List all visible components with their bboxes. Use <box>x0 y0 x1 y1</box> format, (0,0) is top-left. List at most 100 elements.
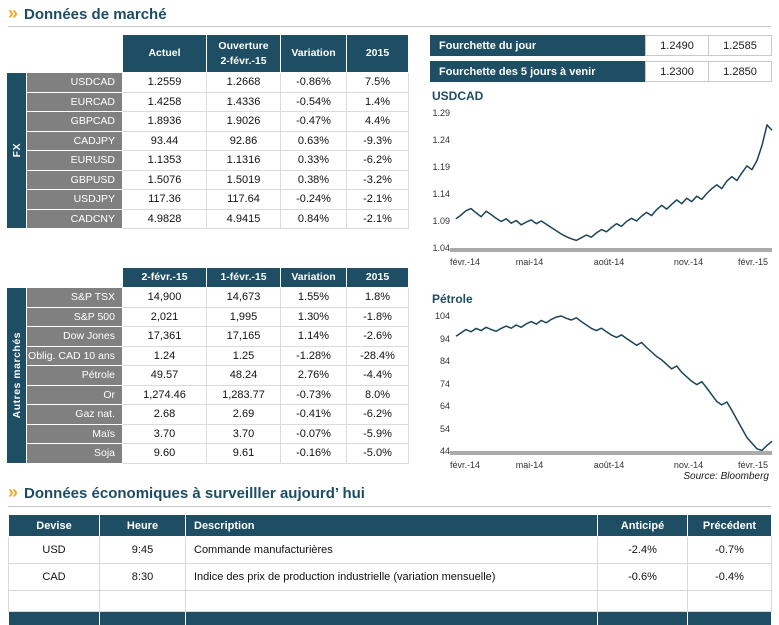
fx-value-1: 117.36 <box>122 189 207 210</box>
x-tick-label: mai-14 <box>515 460 544 470</box>
x-axis-line <box>450 248 772 252</box>
fx-row: CADCNY 4.9828 4.9415 0.84% -2.1% <box>7 208 409 229</box>
fx-row-label: EURUSD <box>26 150 123 171</box>
range-row: Fourchette du jour 1.2490 1.2585 <box>430 35 772 56</box>
fx-value-1: 1.2559 <box>122 72 207 93</box>
econ-row: CAD 8:30 Indice des prix de production ind… <box>8 563 772 591</box>
econ-column-header: Description <box>185 514 598 537</box>
market-variation: 1.30% <box>280 306 347 327</box>
market-ytd: -1.8% <box>346 306 409 327</box>
market-ytd: -4.4% <box>346 365 409 386</box>
market-row: Pétrole 49.57 48.24 2.76% -4.4% <box>7 365 409 386</box>
fx-row-label: CADJPY <box>26 130 123 151</box>
price-line <box>455 124 773 242</box>
econ-header-row: Devise Heure Description Anticipé Précédent <box>8 514 772 537</box>
market-value-2: 1.25 <box>206 345 281 366</box>
x-tick-label: févr.-15 <box>737 460 768 470</box>
econ-footer-cell <box>8 611 100 625</box>
fx-row: CADJPY 93.44 92.86 0.63% -9.3% <box>7 130 409 151</box>
econ-row: USD 9:45 Commande manufacturières -2.4% -0.7… <box>8 536 772 564</box>
range-low-value: 1.2300 <box>645 61 709 82</box>
y-tick-label: 64 <box>439 401 450 411</box>
x-tick-label: mai-14 <box>515 257 544 267</box>
market-row-label: Dow Jones <box>26 326 123 347</box>
fx-ytd: 7.5% <box>346 72 409 93</box>
econ-footer-cell <box>597 611 688 625</box>
fx-ytd: -9.3% <box>346 130 409 151</box>
fx-group-label-text: FX <box>10 143 23 158</box>
market-row: Oblig. CAD 10 ans 1.24 1.25 -1.28% -28.4% <box>7 345 409 366</box>
econ-column-header: Anticipé <box>597 514 688 537</box>
fx-ytd: -3.2% <box>346 169 409 190</box>
x-axis-labels: févr.-14 mai-14 août-14 nov.-14 févr.-15 <box>450 460 768 472</box>
econ-heure: 9:45 <box>99 536 186 564</box>
market-header-spacer <box>6 267 123 288</box>
market-column-header: 2-févr.-15 <box>122 267 207 288</box>
econ-anticipe: -2.4% <box>597 536 688 564</box>
fx-variation: 0.38% <box>280 169 347 190</box>
econ-description: Indice des prix de production industriel… <box>185 563 598 591</box>
econ-precedent: -0.7% <box>687 536 772 564</box>
fx-row-label: USDCAD <box>26 72 123 93</box>
fx-ytd: 1.4% <box>346 91 409 112</box>
y-tick-label: 54 <box>439 423 450 434</box>
market-value-1: 2.68 <box>122 404 207 425</box>
market-value-1: 49.57 <box>122 365 207 386</box>
market-value-2: 1,995 <box>206 306 281 327</box>
fx-value-1: 1.5076 <box>122 169 207 190</box>
econ-description <box>185 590 598 612</box>
fx-ytd: -2.1% <box>346 189 409 210</box>
market-section-title: Données de marché <box>24 5 167 23</box>
divider <box>8 506 771 507</box>
econ-heure: 8:30 <box>99 563 186 591</box>
market-value-1: 17,361 <box>122 326 207 347</box>
y-tick-label: 84 <box>439 356 450 366</box>
fx-value-1: 1.1353 <box>122 150 207 171</box>
petrole-chart-title: Pétrole <box>432 292 473 306</box>
market-value-1: 9.60 <box>122 443 207 464</box>
divider <box>8 26 771 27</box>
econ-devise: CAD <box>8 563 100 591</box>
fx-ytd: -6.2% <box>346 150 409 171</box>
market-value-1: 14,900 <box>122 287 207 308</box>
market-ytd: -6.2% <box>346 404 409 425</box>
fx-value-2: 4.9415 <box>206 208 281 229</box>
fx-column-header: 2015 <box>346 34 409 73</box>
fx-column-header: Actuel <box>122 34 207 73</box>
fx-row-label: GBPCAD <box>26 111 123 132</box>
market-row: S&P 500 2,021 1,995 1.30% -1.8% <box>7 306 409 327</box>
other-markets-table: 2-févr.-15 1-févr.-15 Variation 2015 Autres… <box>6 267 409 464</box>
x-axis-labels: févr.-14 mai-14 août-14 nov.-14 févr.-15 <box>450 257 768 269</box>
y-tick-label: 74 <box>439 378 450 389</box>
fx-column-header: Variation <box>280 34 347 73</box>
x-tick-label: févr.-14 <box>450 257 481 267</box>
market-ytd: 1.8% <box>346 287 409 308</box>
fx-row: EURUSD 1.1353 1.1316 0.33% -6.2% <box>7 150 409 171</box>
x-tick-label: nov.-14 <box>673 257 704 267</box>
fx-value-2: 1.2668 <box>206 72 281 93</box>
ranges-panel: Fourchette du jour 1.2490 1.2585 Fourchette… <box>430 35 772 87</box>
econ-footer-cell <box>185 611 598 625</box>
usdcad-chart-title: USDCAD <box>432 89 484 103</box>
market-variation: -0.16% <box>280 443 347 464</box>
economic-calendar-table: Devise Heure Description Anticipé Précédent … <box>8 514 772 625</box>
market-value-2: 3.70 <box>206 423 281 444</box>
econ-description: Commande manufacturières <box>185 536 598 564</box>
fx-variation: -0.86% <box>280 72 347 93</box>
y-tick-label: 1.19 <box>432 162 450 172</box>
section-header-market: » Données de marché <box>8 4 167 23</box>
range-high-value: 1.2585 <box>708 35 772 56</box>
y-tick-label: 1.29 <box>432 108 450 118</box>
market-value-2: 17,165 <box>206 326 281 347</box>
fx-header-spacer <box>6 34 123 73</box>
x-tick-label: nov.-14 <box>673 460 704 470</box>
fx-variation: 0.84% <box>280 208 347 229</box>
y-tick-label: 1.24 <box>432 135 450 145</box>
econ-footer-bar <box>8 611 772 625</box>
market-value-1: 2,021 <box>122 306 207 327</box>
fx-value-2: 1.5019 <box>206 169 281 190</box>
fx-header-row: Actuel Ouverture 2-févr.-15 Variation 2015 <box>6 34 409 73</box>
market-row: Or 1,274.46 1,283.77 -0.73% 8.0% <box>7 384 409 405</box>
source-note: Source: Bloomberg <box>683 471 769 482</box>
econ-column-header: Devise <box>8 514 100 537</box>
